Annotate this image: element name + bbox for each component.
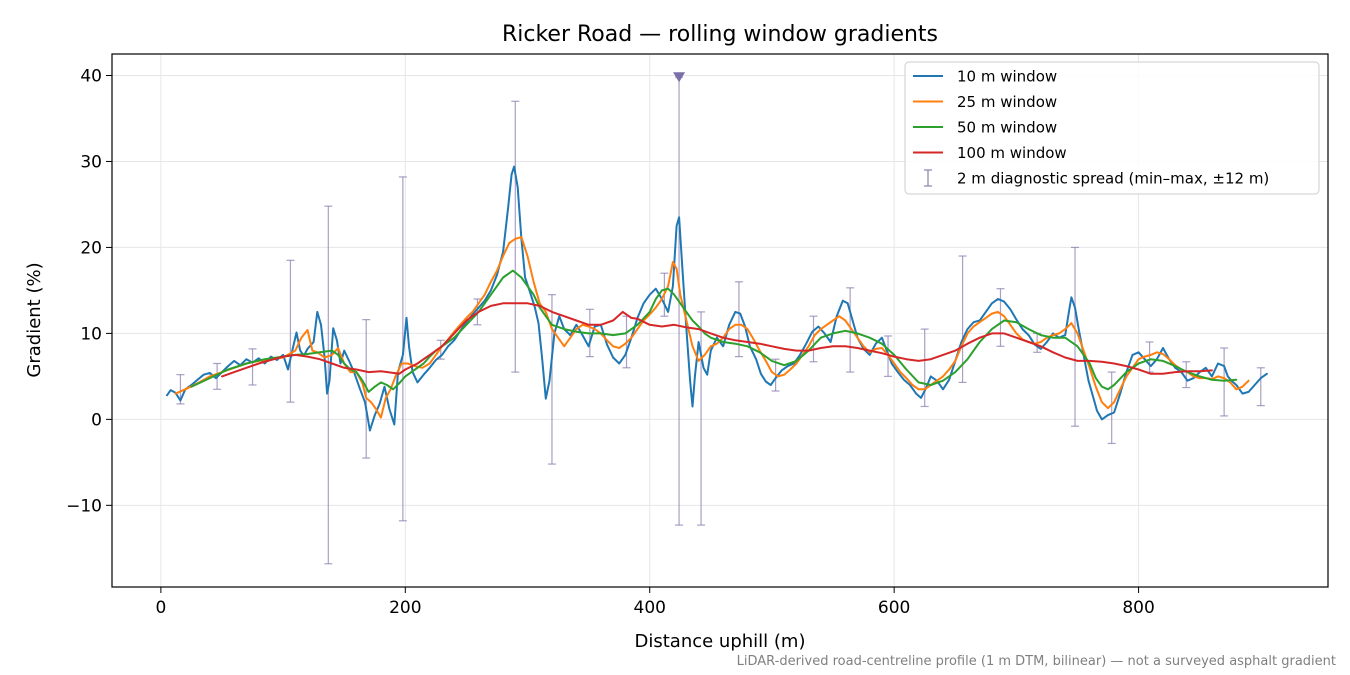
spread-bar [996,288,1005,347]
x-tick-label: 400 [634,598,666,618]
y-tick-label: 10 [80,324,102,344]
y-tick-label: 40 [80,66,102,86]
spread-bar [1071,246,1080,427]
spread-bar [1220,347,1229,417]
x-tick-label: 600 [878,598,910,618]
footnote: LiDAR-derived road-centreline profile (1… [737,654,1336,669]
x-tick-label: 0 [155,598,166,618]
x-axis-title: Distance uphill (m) [635,631,806,652]
legend: 10 m window 25 m window 50 m window 100 m w… [904,61,1320,195]
legend-box [904,61,1320,195]
legend-label: 2 m diagnostic spread (min–max, ±12 m) [957,170,1269,188]
legend-label: 50 m window [957,119,1057,137]
plot-frame [111,53,1329,588]
y-tick-label: 0 [91,410,102,430]
spread-bar [511,100,520,373]
legend-label: 10 m window [957,68,1057,86]
series-line-100-m-window [221,302,1213,378]
spread-bar [1182,361,1191,389]
x-tick-label: 800 [1122,598,1154,618]
spread-bar [1256,367,1265,407]
spread-bar [1107,371,1116,445]
spread-bar [286,259,295,403]
spread-bar [920,328,929,408]
x-tick-label: 200 [389,598,421,618]
spread-bar [697,311,706,526]
spread-bar [846,287,855,373]
legend-label: 25 m window [957,93,1057,111]
y-tick-label: 30 [80,152,102,172]
chart-title: Ricker Road — rolling window gradients [502,22,938,47]
legend-label: 100 m window [957,144,1067,162]
y-axis-title: Gradient (%) [24,262,45,377]
y-tick-label: −10 [66,496,102,516]
series-line-50-m-window [190,269,1238,393]
spread-bar [248,348,257,386]
spread-bar [547,294,556,465]
axis-ticks: 0 200 400 600 800 −10 0 10 20 30 40 [66,66,1155,618]
spread-bar [958,255,967,383]
y-tick-label: 20 [80,238,102,258]
series-line-25-m-window [174,236,1250,419]
series-lines [166,165,1268,432]
outlier-marker-triangle [673,72,686,83]
